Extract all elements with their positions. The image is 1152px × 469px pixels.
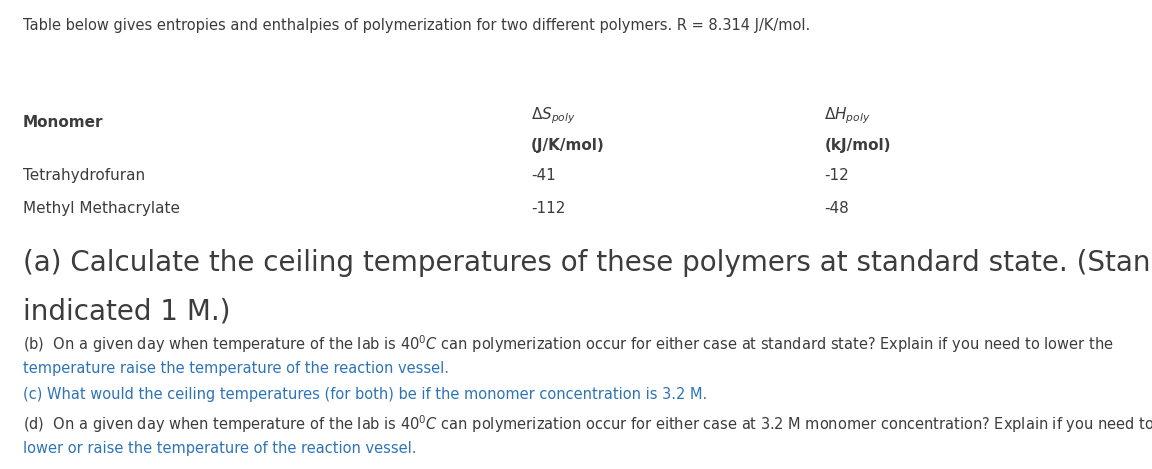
Text: (kJ/mol): (kJ/mol): [825, 138, 890, 153]
Text: lower or raise the temperature of the reaction vessel.: lower or raise the temperature of the re…: [23, 441, 416, 456]
Text: $\Delta S_{poly}$: $\Delta S_{poly}$: [531, 106, 576, 127]
Text: indicated 1 M.): indicated 1 M.): [23, 298, 230, 326]
Text: -112: -112: [531, 201, 566, 216]
Text: Monomer: Monomer: [23, 115, 104, 130]
Text: (d)  On a given day when temperature of the lab is $40^0C$ can polymerization oc: (d) On a given day when temperature of t…: [23, 414, 1152, 435]
Text: Table below gives entropies and enthalpies of polymerization for two different p: Table below gives entropies and enthalpi…: [23, 18, 810, 33]
Text: -48: -48: [825, 201, 849, 216]
Text: $\Delta H_{poly}$: $\Delta H_{poly}$: [825, 106, 871, 127]
Text: Tetrahydrofuran: Tetrahydrofuran: [23, 168, 145, 183]
Text: (b)  On a given day when temperature of the lab is $40^0C$ can polymerization oc: (b) On a given day when temperature of t…: [23, 333, 1114, 355]
Text: -41: -41: [531, 168, 555, 183]
Text: Methyl Methacrylate: Methyl Methacrylate: [23, 201, 180, 216]
Text: (J/K/mol): (J/K/mol): [531, 138, 605, 153]
Text: temperature raise the temperature of the reaction vessel.: temperature raise the temperature of the…: [23, 361, 449, 376]
Text: -12: -12: [825, 168, 849, 183]
Text: (a) Calculate the ceiling temperatures of these polymers at standard state. (Sta: (a) Calculate the ceiling temperatures o…: [23, 249, 1152, 277]
Text: (c) What would the ceiling temperatures (for both) be if the monomer concentrati: (c) What would the ceiling temperatures …: [23, 387, 707, 402]
